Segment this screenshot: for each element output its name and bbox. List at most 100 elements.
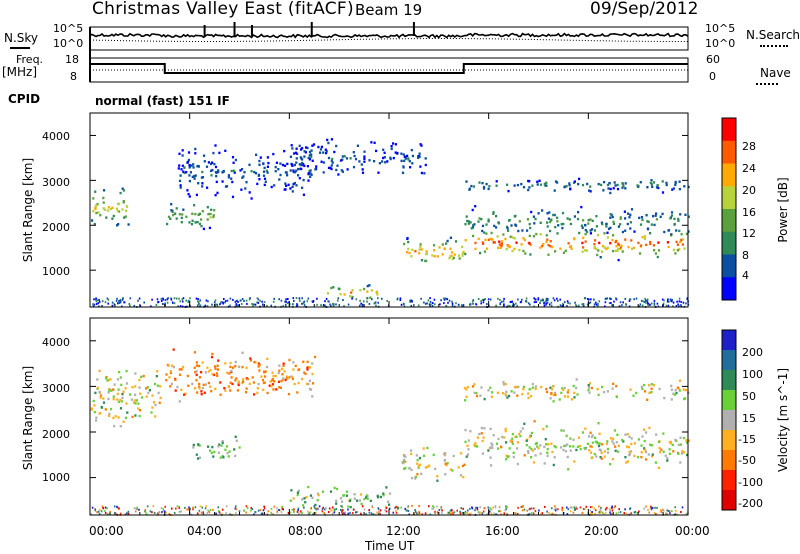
heatmap-cell — [531, 184, 534, 187]
heatmap-cell — [446, 239, 449, 243]
heatmap-cell — [384, 509, 386, 512]
heatmap-cell — [661, 508, 664, 511]
heatmap-cell — [284, 378, 287, 382]
heatmap-cell — [480, 511, 482, 514]
heatmap-cell — [418, 152, 421, 155]
heatmap-cell — [282, 364, 285, 367]
heatmap-cell — [116, 210, 119, 213]
heatmap-cell — [195, 361, 198, 364]
heatmap-cell — [584, 249, 587, 252]
heatmap-cell — [481, 241, 484, 244]
heatmap-cell — [388, 492, 392, 495]
heatmap-cell — [574, 509, 576, 511]
heatmap-cell — [369, 296, 372, 299]
heatmap-cell — [275, 388, 278, 391]
heatmap-cell — [148, 389, 151, 392]
heatmap-cell — [503, 303, 505, 306]
heatmap-cell — [450, 510, 452, 513]
heatmap-cell — [406, 237, 409, 240]
heatmap-cell — [145, 387, 148, 390]
heatmap-cell — [552, 297, 555, 300]
colorbar-segment — [722, 350, 736, 371]
heatmap-cell — [139, 409, 142, 412]
heatmap-cell — [98, 513, 101, 515]
heatmap-cell — [102, 196, 105, 200]
heatmap-cell — [672, 392, 675, 395]
heatmap-cell — [420, 297, 422, 300]
heatmap-cell — [383, 156, 386, 159]
heatmap-cell — [361, 168, 364, 171]
heatmap-cell — [213, 365, 217, 368]
heatmap-cell — [493, 512, 495, 515]
heatmap-cell — [308, 154, 311, 157]
heatmap-cell — [345, 494, 348, 497]
heatmap-cell — [530, 512, 533, 515]
heatmap-cell — [597, 393, 600, 397]
heatmap-cell — [392, 142, 395, 145]
heatmap-cell — [606, 236, 609, 239]
heatmap-cell — [566, 395, 569, 398]
heatmap-cell — [608, 182, 611, 185]
heatmap-cell — [112, 397, 115, 401]
heatmap-cell — [489, 386, 492, 389]
heatmap-cell — [229, 304, 231, 307]
heatmap-cell — [410, 449, 413, 452]
heatmap-cell — [554, 505, 556, 508]
heatmap-cell — [438, 246, 441, 249]
heatmap-cell — [187, 299, 190, 302]
heatmap-cell — [550, 442, 553, 445]
heatmap-cell — [444, 462, 447, 466]
heatmap-cell — [643, 237, 646, 241]
heatmap-cell — [235, 505, 237, 508]
heatmap-cell — [449, 236, 452, 239]
heatmap-cell — [483, 397, 486, 401]
heatmap-cell — [499, 298, 501, 301]
heatmap-cell — [621, 250, 624, 253]
heatmap-cell — [669, 217, 672, 220]
heatmap-cell — [245, 181, 248, 184]
heatmap-cell — [302, 360, 305, 363]
heatmap-cell — [200, 224, 203, 228]
heatmap-cell — [258, 178, 261, 181]
heatmap-cell — [511, 236, 514, 239]
heatmap-cell — [107, 397, 110, 401]
heatmap-cell — [441, 509, 443, 512]
heatmap-cell — [308, 512, 310, 515]
heatmap-cell — [333, 511, 336, 514]
heatmap-cell — [649, 507, 652, 510]
heatmap-cell — [481, 439, 484, 443]
heatmap-cell — [339, 293, 342, 296]
heatmap-cell — [265, 169, 268, 172]
heatmap-cell — [589, 229, 592, 232]
heatmap-cell — [239, 299, 242, 302]
heatmap-cell — [210, 169, 213, 173]
heatmap-cell — [490, 231, 493, 235]
heatmap-cell — [207, 445, 210, 448]
heatmap-cell — [92, 305, 95, 308]
heatmap-cell — [159, 396, 162, 400]
heatmap-cell — [116, 505, 118, 508]
heatmap-cell — [341, 170, 344, 173]
heatmap-cell — [647, 220, 650, 224]
heatmap-cell — [399, 297, 402, 300]
heatmap-cell — [653, 249, 656, 252]
heatmap-cell — [301, 377, 304, 381]
heatmap-cell — [344, 511, 346, 514]
heatmap-cell — [419, 143, 422, 146]
heatmap-cell — [120, 383, 123, 387]
heatmap-cell — [418, 505, 421, 508]
heatmap-cell — [179, 300, 182, 303]
power-ytick-4000: 4000 — [42, 130, 70, 143]
heatmap-cell — [379, 513, 381, 516]
heatmap-cell — [297, 174, 300, 177]
heatmap-cell — [138, 378, 141, 382]
heatmap-cell — [96, 203, 99, 206]
heatmap-cell — [613, 506, 616, 509]
heatmap-cell — [172, 213, 175, 217]
heatmap-cell — [593, 303, 596, 306]
heatmap-cell — [98, 298, 100, 301]
heatmap-cell — [339, 497, 343, 500]
heatmap-cell — [500, 242, 503, 245]
heatmap-cell — [503, 304, 505, 307]
heatmap-cell — [119, 376, 122, 379]
